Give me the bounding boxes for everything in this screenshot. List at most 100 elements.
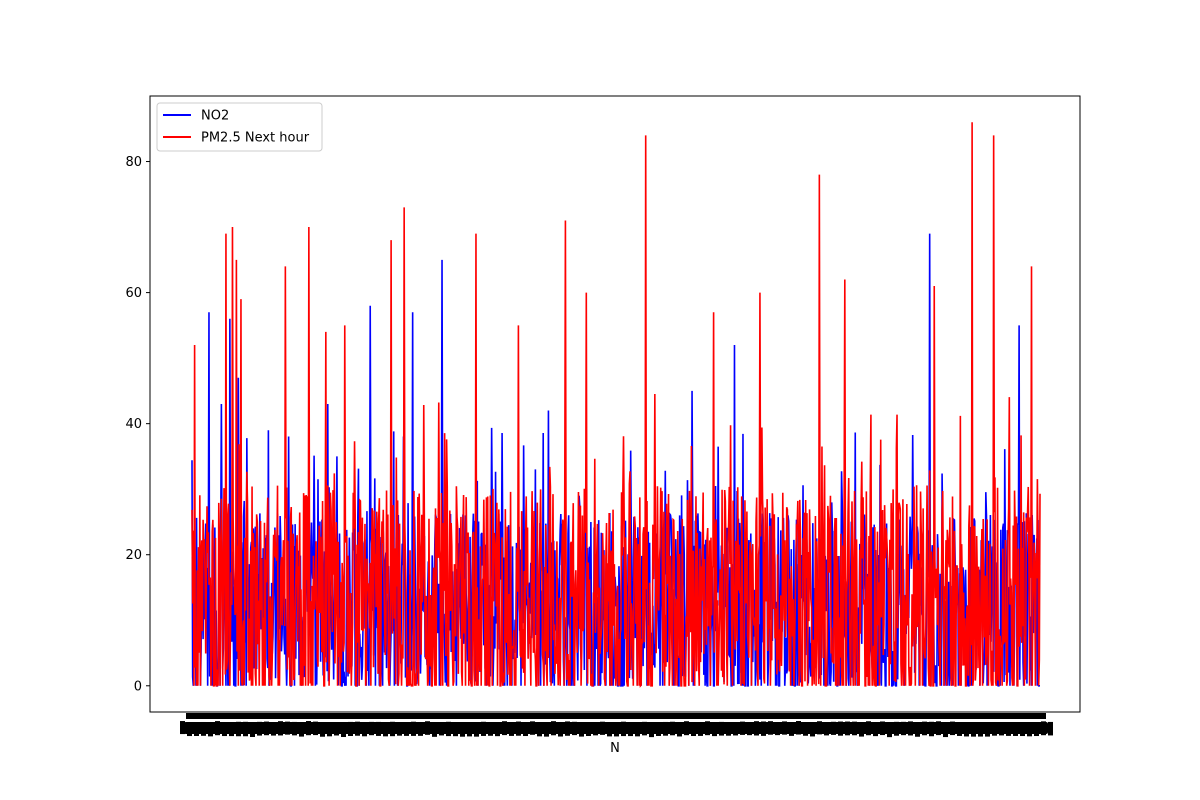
x-tick-label-glyph (1048, 721, 1053, 736)
x-tick-label-glyph (663, 721, 668, 736)
x-tick-label-glyph (936, 721, 941, 736)
x-tick-label-glyph (383, 722, 388, 737)
legend-label: PM2.5 Next hour (201, 131, 310, 146)
x-tick-label-glyph (565, 721, 570, 736)
legend: NO2 PM2.5 Next hour (156, 102, 323, 152)
x-tick-label-glyph (726, 722, 731, 736)
x-tick-label-glyph (719, 721, 724, 736)
x-tick-label-glyph (509, 722, 514, 736)
x-tick-label-glyph (698, 722, 703, 736)
y-tick-label: 60 (125, 286, 142, 301)
x-tick-label-glyph (1006, 722, 1011, 736)
x-tick-label-glyph (271, 722, 276, 736)
x-tick-label-glyph (180, 721, 185, 735)
x-tick-label-glyph (278, 721, 283, 736)
x-tick-label-glyph (1013, 722, 1018, 736)
x-tick-label-glyph (292, 721, 297, 736)
x-tick-label-glyph (201, 721, 206, 736)
x-tick-label-glyph (922, 721, 927, 736)
x-tick-label-glyph (978, 722, 983, 737)
x-tick-label-glyph (985, 722, 990, 737)
x-tick-label-glyph (635, 722, 640, 737)
x-tick-label-glyph (208, 722, 213, 737)
x-tick-label-glyph (215, 721, 220, 736)
x-tick-label-glyph (950, 721, 955, 736)
x-tick-label-glyph (789, 722, 794, 736)
x-tick-label-glyph (810, 722, 815, 737)
x-tick-label-glyph (362, 722, 367, 737)
x-tick-label-glyph (425, 721, 430, 735)
x-tick-label-glyph (600, 721, 605, 735)
x-tick-label-glyph (439, 722, 444, 736)
x-tick-label-glyph (285, 721, 290, 735)
x-tick-label-glyph (852, 721, 857, 736)
x-tick-label-glyph (495, 722, 500, 737)
x-tick-label-glyph (943, 722, 948, 738)
x-tick-label-glyph (656, 722, 661, 736)
x-tick-marks-band (186, 713, 1046, 719)
x-tick-label-glyph (397, 722, 402, 736)
y-tick-label: 20 (125, 548, 142, 563)
x-tick-label-glyph (572, 721, 577, 736)
x-tick-label-glyph (537, 722, 542, 737)
x-tick-label-glyph (320, 722, 325, 737)
x-tick-label-glyph (747, 722, 752, 736)
x-tick-label-glyph (474, 722, 479, 737)
legend-box (156, 102, 323, 152)
x-tick-label-glyph (670, 721, 675, 736)
x-tick-label-glyph (467, 722, 472, 737)
x-tick-label-glyph (971, 722, 976, 737)
x-tick-label-glyph (621, 721, 626, 737)
x-tick-label-glyph (796, 721, 801, 735)
x-tick-label-glyph (481, 721, 486, 736)
x-tick-label-glyph (880, 721, 885, 736)
x-tick-label-glyph (257, 721, 262, 736)
x-tick-label-glyph (999, 722, 1004, 736)
x-tick-label-glyph (593, 722, 598, 736)
x-tick-label-glyph (614, 722, 619, 737)
x-tick-label-glyph (733, 722, 738, 736)
x-tick-label-glyph (957, 722, 962, 736)
x-tick-label-glyph (313, 721, 318, 736)
x-tick-label-glyph (740, 721, 745, 735)
x-tick-label-glyph (894, 721, 899, 736)
x-tick-label-glyph (845, 721, 850, 736)
y-tick-label: 40 (125, 417, 142, 432)
x-tick-label-glyph (187, 722, 192, 737)
x-tick-label-glyph (1027, 722, 1032, 737)
x-tick-label-glyph (803, 722, 808, 736)
x-tick-label-glyph (579, 722, 584, 737)
x-tick-label-glyph (586, 722, 591, 737)
x-tick-label-glyph (684, 721, 689, 736)
x-tick-label-glyph (488, 722, 493, 736)
legend-label: NO2 (201, 109, 229, 124)
x-tick-label-glyph (642, 721, 647, 736)
x-tick-label-glyph (341, 722, 346, 738)
x-tick-label-glyph (432, 722, 437, 737)
x-tick-label-glyph (992, 722, 997, 736)
x-tick-label-glyph (754, 721, 759, 736)
x-tick-label-glyph (1034, 722, 1039, 737)
x-tick-label-glyph (838, 721, 843, 736)
x-tick-label-glyph (691, 722, 696, 737)
x-tick-label-glyph (544, 722, 549, 737)
x-tick-label-glyph (299, 722, 304, 737)
x-tick-label-glyph (334, 722, 339, 736)
x-tick-label-glyph (782, 721, 787, 735)
x-tick-label-glyph (446, 721, 451, 737)
x-tick-label-glyph (348, 721, 353, 737)
x-tick-label-glyph (817, 721, 822, 735)
x-tick-label-glyph (306, 721, 311, 736)
x-tick-label-glyph (523, 722, 528, 737)
x-tick-label-glyph (607, 722, 612, 737)
x-tick-label-glyph (866, 721, 871, 736)
x-tick-label-glyph (929, 721, 934, 737)
x-tick-label-glyph (530, 721, 535, 735)
x-tick-label-glyph (551, 721, 556, 736)
x-tick-label-glyph (502, 721, 507, 736)
x-tick-label-glyph (705, 721, 710, 736)
x-tick-label-glyph (453, 722, 458, 737)
x-tick-label-glyph (558, 722, 563, 737)
x-tick-label-glyph (649, 722, 654, 738)
